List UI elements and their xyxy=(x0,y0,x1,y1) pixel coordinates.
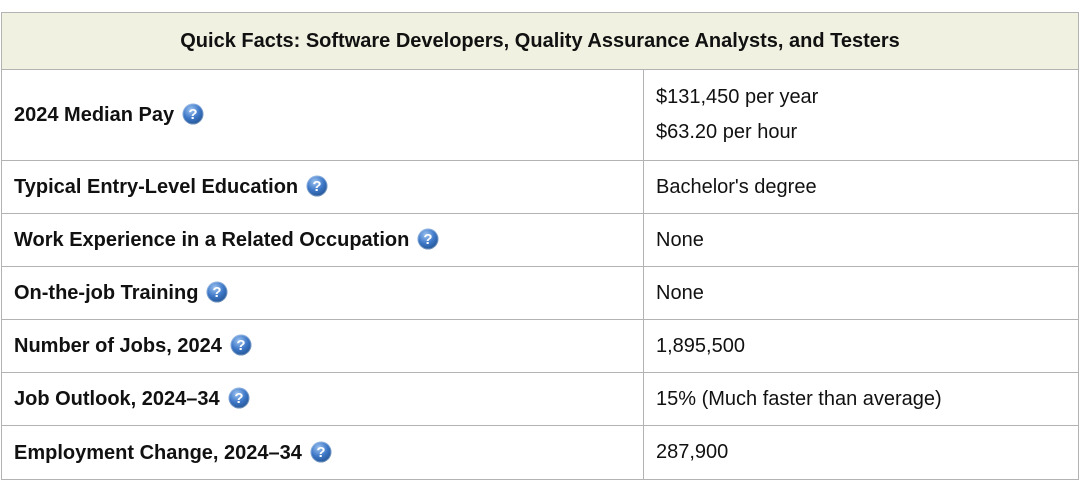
table-row-median-pay: 2024 Median Pay? $131,450 per year $63.2… xyxy=(1,69,1079,161)
help-icon[interactable]: ? xyxy=(230,334,252,356)
svg-text:?: ? xyxy=(424,231,433,248)
row-value-cell: Bachelor's degree xyxy=(643,160,1079,214)
row-label: On-the-job Training xyxy=(14,282,199,304)
row-value: Bachelor's degree xyxy=(656,175,817,198)
row-value-cell: 15% (Much faster than average) xyxy=(643,372,1079,426)
svg-text:?: ? xyxy=(236,337,245,354)
row-label-cell: Typical Entry-Level Education? xyxy=(1,160,644,214)
row-label: Job Outlook, 2024–34 xyxy=(14,388,220,410)
table-row-entry-education: Typical Entry-Level Education? Bachelor'… xyxy=(1,160,1079,214)
row-label-cell: Work Experience in a Related Occupation? xyxy=(1,213,644,267)
row-label-cell: 2024 Median Pay? xyxy=(1,69,644,161)
svg-text:?: ? xyxy=(189,106,198,123)
help-icon[interactable]: ? xyxy=(182,103,204,125)
row-label: Work Experience in a Related Occupation xyxy=(14,229,410,251)
median-pay-hourly: $63.20 per hour xyxy=(656,121,798,143)
median-pay-annual: $131,450 per year xyxy=(656,86,819,108)
row-label: Number of Jobs, 2024 xyxy=(14,335,222,357)
table-row-job-outlook: Job Outlook, 2024–34? 15% (Much faster t… xyxy=(1,372,1079,426)
row-value: 15% (Much faster than average) xyxy=(656,387,942,410)
help-icon[interactable]: ? xyxy=(206,281,228,303)
help-icon[interactable]: ? xyxy=(417,228,439,250)
row-label-cell: On-the-job Training? xyxy=(1,266,644,320)
row-label-cell: Employment Change, 2024–34? xyxy=(1,425,644,480)
row-value: None xyxy=(656,281,704,304)
table-row-number-of-jobs: Number of Jobs, 2024? 1,895,500 xyxy=(1,319,1079,373)
quick-facts-title: Quick Facts: Software Developers, Qualit… xyxy=(1,12,1079,70)
svg-text:?: ? xyxy=(213,284,222,301)
help-icon[interactable]: ? xyxy=(228,387,250,409)
svg-text:?: ? xyxy=(234,390,243,407)
table-row-work-experience: Work Experience in a Related Occupation?… xyxy=(1,213,1079,267)
row-label: Typical Entry-Level Education xyxy=(14,176,299,198)
row-label: 2024 Median Pay xyxy=(14,104,175,126)
row-value-cell: 1,895,500 xyxy=(643,319,1079,373)
row-label-cell: Number of Jobs, 2024? xyxy=(1,319,644,373)
row-value-cell: None xyxy=(643,266,1079,320)
svg-text:?: ? xyxy=(313,178,322,195)
row-value-cell: None xyxy=(643,213,1079,267)
row-value: None xyxy=(656,228,704,251)
row-value: 287,900 xyxy=(656,441,729,463)
help-icon[interactable]: ? xyxy=(306,175,328,197)
row-value-cell: $131,450 per year $63.20 per hour xyxy=(643,69,1079,161)
row-value-cell: 287,900 xyxy=(643,425,1079,480)
table-row-employment-change: Employment Change, 2024–34? 287,900 xyxy=(1,425,1079,480)
table-row-job-training: On-the-job Training? None xyxy=(1,266,1079,320)
row-label: Employment Change, 2024–34 xyxy=(14,441,302,464)
row-label-cell: Job Outlook, 2024–34? xyxy=(1,372,644,426)
help-icon[interactable]: ? xyxy=(310,441,332,463)
svg-text:?: ? xyxy=(316,444,325,461)
quick-facts-header-row: Quick Facts: Software Developers, Qualit… xyxy=(1,12,1079,70)
row-value: 1,895,500 xyxy=(656,334,745,357)
quick-facts-table: Quick Facts: Software Developers, Qualit… xyxy=(1,12,1079,480)
